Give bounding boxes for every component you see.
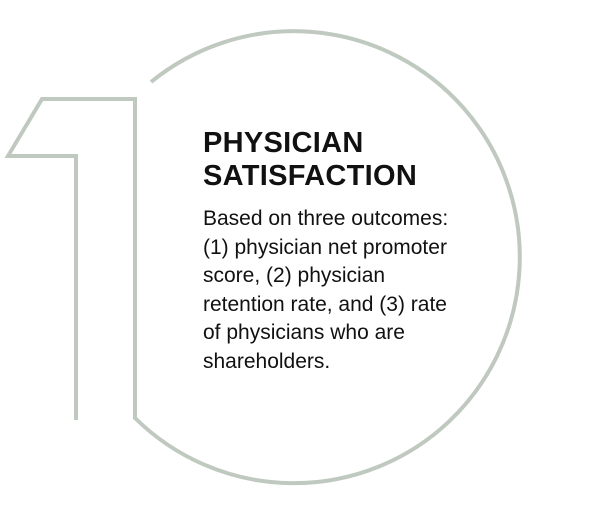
- description-text: Based on three outcomes: (1) physician n…: [203, 207, 449, 373]
- heading-title: PHYSICIAN SATISFACTION: [203, 127, 418, 192]
- content-block: PHYSICIAN SATISFACTION Based on three ou…: [203, 127, 543, 376]
- numeral-one-outline: [4, 29, 522, 486]
